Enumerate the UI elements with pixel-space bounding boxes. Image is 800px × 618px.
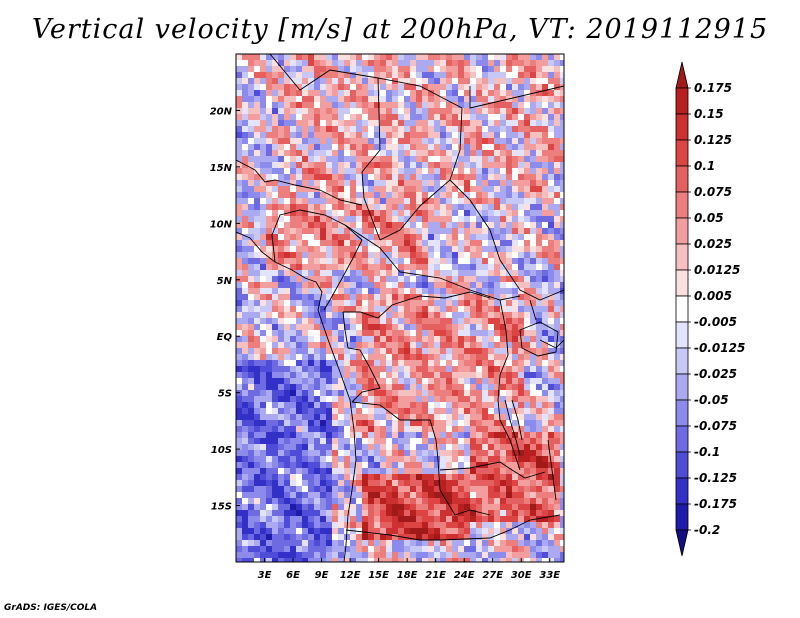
y-tick-label: 10S <box>211 445 232 456</box>
plot-frame <box>235 53 565 563</box>
lake-victoria <box>519 321 559 357</box>
colorbar-label: -0.2 <box>694 523 720 537</box>
border-n2 <box>361 77 381 241</box>
x-tick-label: 9E <box>315 570 329 581</box>
colorbar-label: 0.1 <box>694 159 715 173</box>
border-congo <box>343 291 491 319</box>
colorbar-cap-top <box>675 61 689 89</box>
colorbar-segment <box>675 451 689 479</box>
x-tick-label: 15E <box>368 570 389 581</box>
border-gabon <box>342 311 381 403</box>
colorbar-segment <box>675 217 689 245</box>
colorbar-segment <box>675 87 689 115</box>
y-tick-label: 10N <box>210 219 233 230</box>
colorbar-label: 0.15 <box>694 107 724 121</box>
x-tick-label: 27E <box>482 570 503 581</box>
colorbar-segment <box>675 373 689 401</box>
colorbar-segment <box>675 269 689 297</box>
x-tick-label: 6E <box>286 570 300 581</box>
colorbar-label: 0.05 <box>694 211 724 225</box>
colorbar-label: -0.0125 <box>694 341 745 355</box>
border-drc-east <box>497 299 521 471</box>
x-tick-label: 3E <box>258 570 272 581</box>
y-tick-label: 15N <box>210 163 233 174</box>
colorbar-label: 0.005 <box>694 289 732 303</box>
x-axis: 3E 6E 9E 12E 15E 18E 21E 24E 27E 30E 33E <box>258 558 560 581</box>
border-angola <box>351 401 491 516</box>
border-namibia <box>345 514 561 541</box>
lake-tanganyika <box>504 399 523 456</box>
colorbar-segment <box>675 165 689 193</box>
y-tick-label: 20N <box>210 106 233 117</box>
east-border <box>529 299 564 349</box>
border-zambia <box>439 461 546 479</box>
grads-credit: GrADS: IGES/COLA <box>4 603 98 613</box>
colorbar-segment <box>675 399 689 427</box>
x-tick-label: 21E <box>425 570 446 581</box>
colorbar-label: 0.075 <box>694 185 732 199</box>
colorbar-label: 0.175 <box>694 81 732 95</box>
colorbar-segment <box>675 295 689 323</box>
y-axis: 20N 15N 10N 5N EQ 5S 10S 15S <box>210 106 240 513</box>
border-sudan <box>449 179 564 301</box>
colorbar: 0.175 0.15 0.125 0.1 0.075 0.05 0.025 0.0125 0.0… <box>675 61 745 557</box>
x-tick-label: 33E <box>539 570 560 581</box>
border-n4 <box>469 85 564 109</box>
x-tick-label: 12E <box>340 570 361 581</box>
colorbar-label: -0.175 <box>694 497 737 511</box>
colorbar-segment <box>675 139 689 167</box>
colorbar-label: 0.0125 <box>694 263 740 277</box>
colorbar-segment <box>675 321 689 349</box>
colorbar-segment <box>675 243 689 271</box>
colorbar-segment <box>675 191 689 219</box>
colorbar-label: -0.125 <box>694 471 737 485</box>
x-tick-label: 30E <box>511 570 532 581</box>
colorbar-segment <box>675 503 689 531</box>
colorbar-segment <box>675 477 689 505</box>
x-tick-label: 18E <box>397 570 418 581</box>
country-borders <box>236 54 564 562</box>
y-tick-label: EQ <box>217 332 233 343</box>
colorbar-segment <box>675 347 689 375</box>
colorbar-label: -0.005 <box>694 315 737 329</box>
border-n1 <box>269 54 463 109</box>
chart-title: Vertical velocity [m/s] at 200hPa, VT: 2… <box>31 14 769 45</box>
colorbar-label: -0.075 <box>694 419 737 433</box>
border-sahel <box>236 159 363 206</box>
lake-malawi <box>547 439 557 501</box>
y-tick-label: 15S <box>211 502 232 513</box>
colorbar-segment <box>675 425 689 453</box>
colorbar-cap-bottom <box>675 529 689 557</box>
x-tick-label: 24E <box>454 570 475 581</box>
colorbar-label: -0.05 <box>694 393 729 407</box>
border-n3 <box>379 107 463 241</box>
colorbar-label: -0.1 <box>694 445 720 459</box>
y-tick-label: 5S <box>218 389 232 400</box>
y-tick-label: 5N <box>217 276 233 287</box>
colorbar-label: 0.125 <box>694 133 732 147</box>
colorbar-segment <box>675 113 689 141</box>
colorbar-label: -0.025 <box>694 367 737 381</box>
velocity-field <box>236 54 564 562</box>
colorbar-label: 0.025 <box>694 237 732 251</box>
